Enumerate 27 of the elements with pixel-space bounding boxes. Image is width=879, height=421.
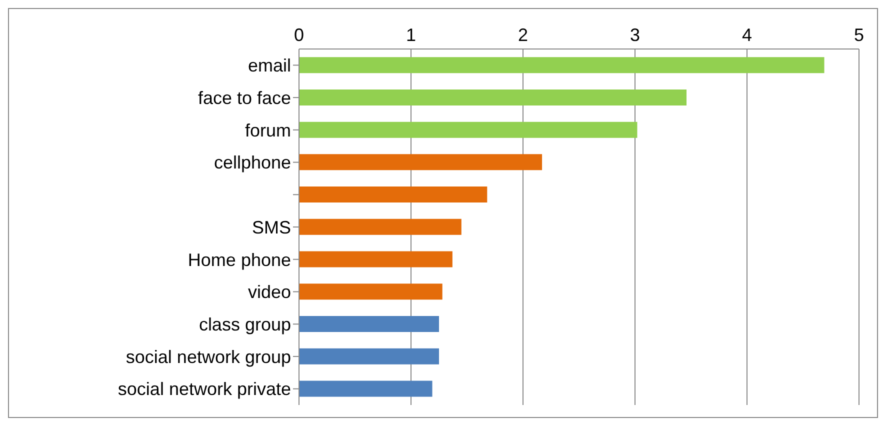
x-tick-label: 2 xyxy=(518,25,528,45)
bar xyxy=(299,251,452,268)
bar xyxy=(299,57,824,74)
y-tick-label: Home phone xyxy=(188,250,291,270)
x-tick-label: 3 xyxy=(630,25,640,45)
bar xyxy=(299,348,439,364)
bar xyxy=(299,316,439,332)
y-tick-label: social network group xyxy=(126,346,291,367)
bar xyxy=(299,154,542,170)
x-tick-label: 0 xyxy=(294,25,304,45)
bar xyxy=(299,89,687,106)
bar xyxy=(299,218,462,235)
y-tick-label: SMS xyxy=(252,217,291,238)
bar xyxy=(299,284,442,300)
y-tick-label: cellphone xyxy=(214,152,291,173)
bar xyxy=(299,186,488,203)
y-tick-label: video xyxy=(248,282,291,302)
bar xyxy=(299,380,432,397)
x-tick-label: 4 xyxy=(742,25,752,45)
bar xyxy=(299,122,638,138)
y-tick-label: social network private xyxy=(118,379,291,400)
x-tick-label: 1 xyxy=(406,25,416,45)
y-tick-label: class group xyxy=(198,314,291,334)
y-tick-label: email xyxy=(248,56,291,76)
y-tick-label: forum xyxy=(244,120,291,140)
y-tick-label: face to face xyxy=(198,88,291,108)
x-tick-label: 5 xyxy=(854,25,864,45)
